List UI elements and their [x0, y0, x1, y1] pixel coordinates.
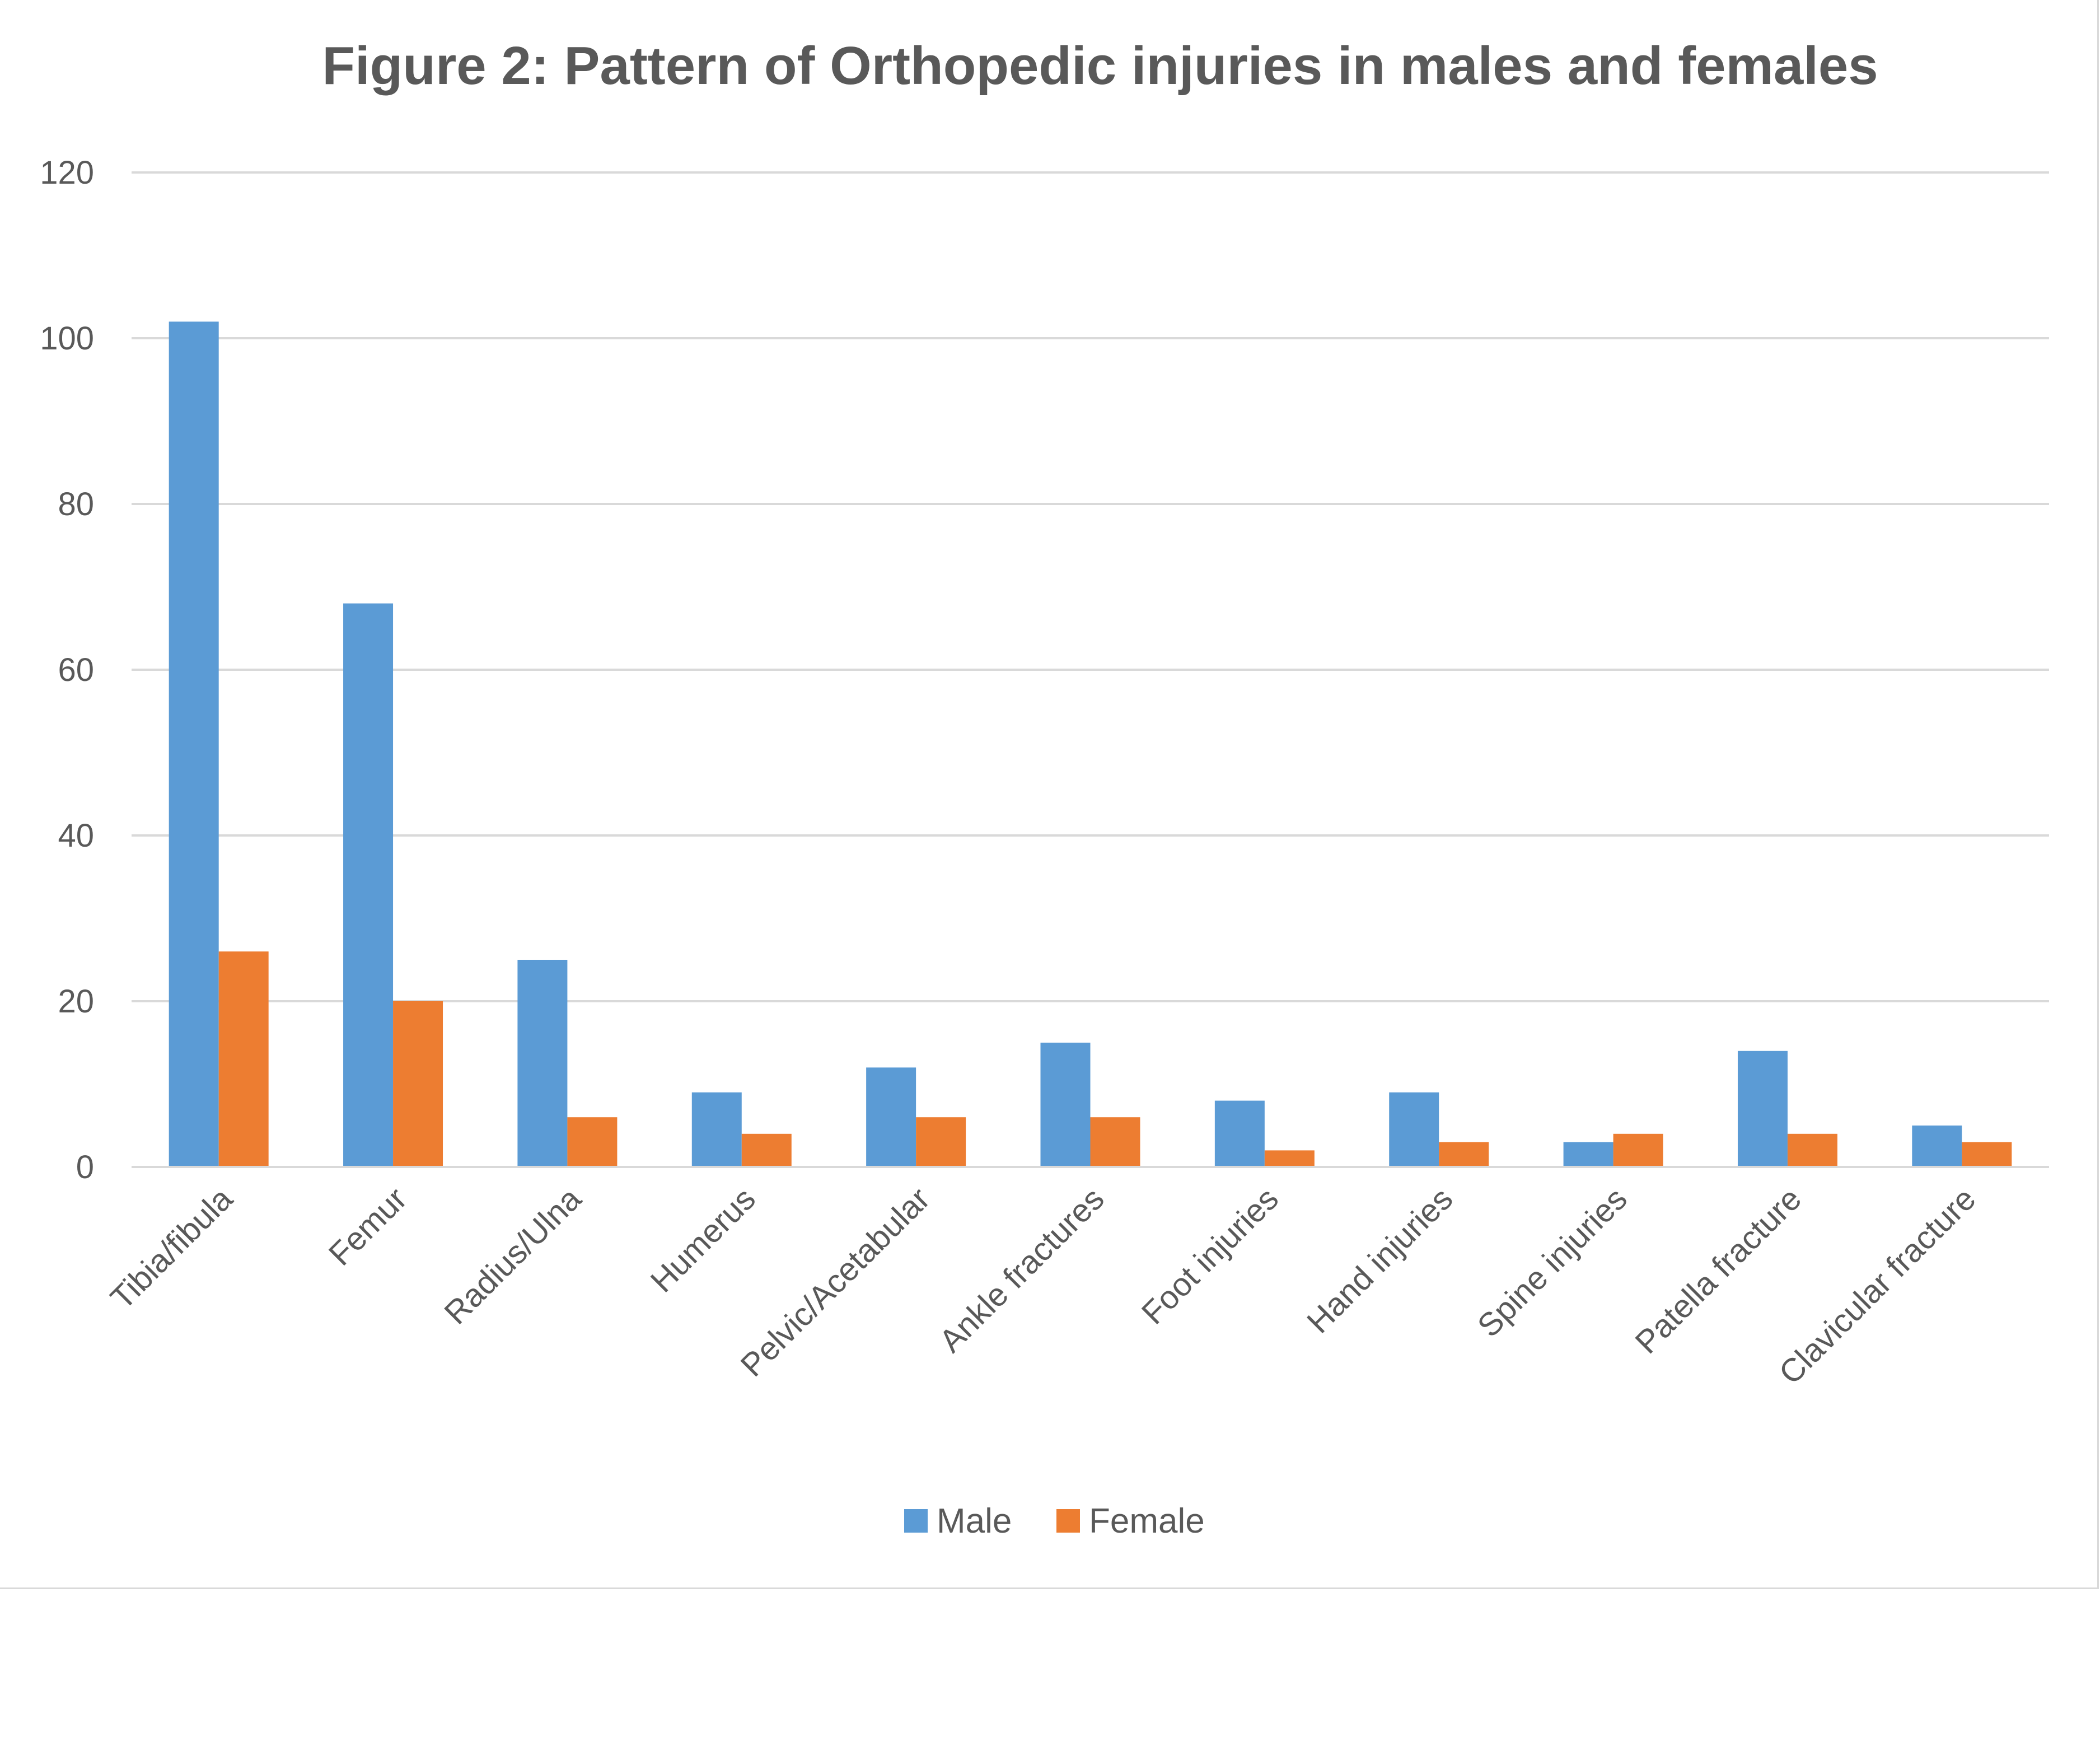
chart-title: Figure 2: Pattern of Orthopedic injuries…	[322, 36, 1878, 96]
y-tick-label: 80	[58, 486, 94, 522]
bars	[132, 321, 2049, 1168]
x-tick-label: Spine injuries	[1471, 1180, 1634, 1344]
y-tick-label: 0	[76, 1149, 94, 1185]
legend: Male Female	[904, 1502, 1205, 1540]
x-tick-label: Tibia/fibula	[104, 1180, 240, 1316]
legend-label: Female	[1089, 1502, 1205, 1540]
bar-female	[1264, 1150, 1315, 1167]
bar-male	[1912, 1126, 1962, 1167]
bar-male	[169, 321, 219, 1167]
legend-item-female: Female	[1056, 1502, 1205, 1540]
x-tick-label: Patella fracture	[1628, 1180, 1808, 1361]
x-tick-label: Pelvic/Acetabular	[733, 1180, 937, 1384]
y-tick-label: 40	[58, 818, 94, 854]
bar-male	[517, 960, 568, 1167]
x-axis-ticks: Tibia/fibula Femur Radius/Ulna HumerusPelvi…	[104, 1180, 1982, 1392]
bar-female	[218, 951, 269, 1167]
x-tick-label: Humerus	[644, 1180, 763, 1299]
bar-female	[393, 1001, 443, 1167]
legend-swatch	[904, 1509, 928, 1533]
x-tick-label: Femur	[322, 1180, 414, 1272]
bar-female	[1613, 1133, 1663, 1167]
bar-female	[1090, 1117, 1140, 1167]
bar-male	[1563, 1142, 1613, 1167]
bar-male	[1389, 1092, 1439, 1167]
y-axis-ticks: 0 20 40 60 80 100 120	[40, 155, 94, 1185]
bar-male	[691, 1092, 742, 1167]
bar-male	[1040, 1043, 1091, 1167]
y-tick-label: 100	[40, 320, 94, 357]
bar-male	[343, 603, 394, 1167]
x-tick-label: Ankle fractures	[932, 1180, 1111, 1359]
bar-female	[1439, 1142, 1489, 1167]
y-tick-label: 60	[58, 652, 94, 688]
legend-swatch	[1056, 1509, 1080, 1533]
x-tick-label: Clavicular fracture	[1772, 1180, 1982, 1391]
bar-female	[741, 1133, 792, 1167]
bar-female	[1787, 1133, 1837, 1167]
legend-label: Male	[937, 1502, 1012, 1540]
legend-item-male: Male	[904, 1502, 1012, 1540]
chart-frame	[0, 0, 2099, 1589]
x-tick-label: Foot injuries	[1135, 1180, 1285, 1331]
bar-male	[1737, 1050, 1788, 1167]
bar-female	[916, 1117, 966, 1167]
y-tick-label: 120	[40, 155, 94, 191]
bar-female	[1962, 1142, 2012, 1167]
x-tick-label: Hand injuries	[1300, 1180, 1460, 1340]
y-tick-label: 20	[58, 983, 94, 1020]
x-tick-label: Radius/Ulna	[437, 1180, 588, 1332]
bar-male	[866, 1067, 916, 1167]
bar-female	[567, 1117, 618, 1167]
bar-male	[1214, 1100, 1265, 1167]
